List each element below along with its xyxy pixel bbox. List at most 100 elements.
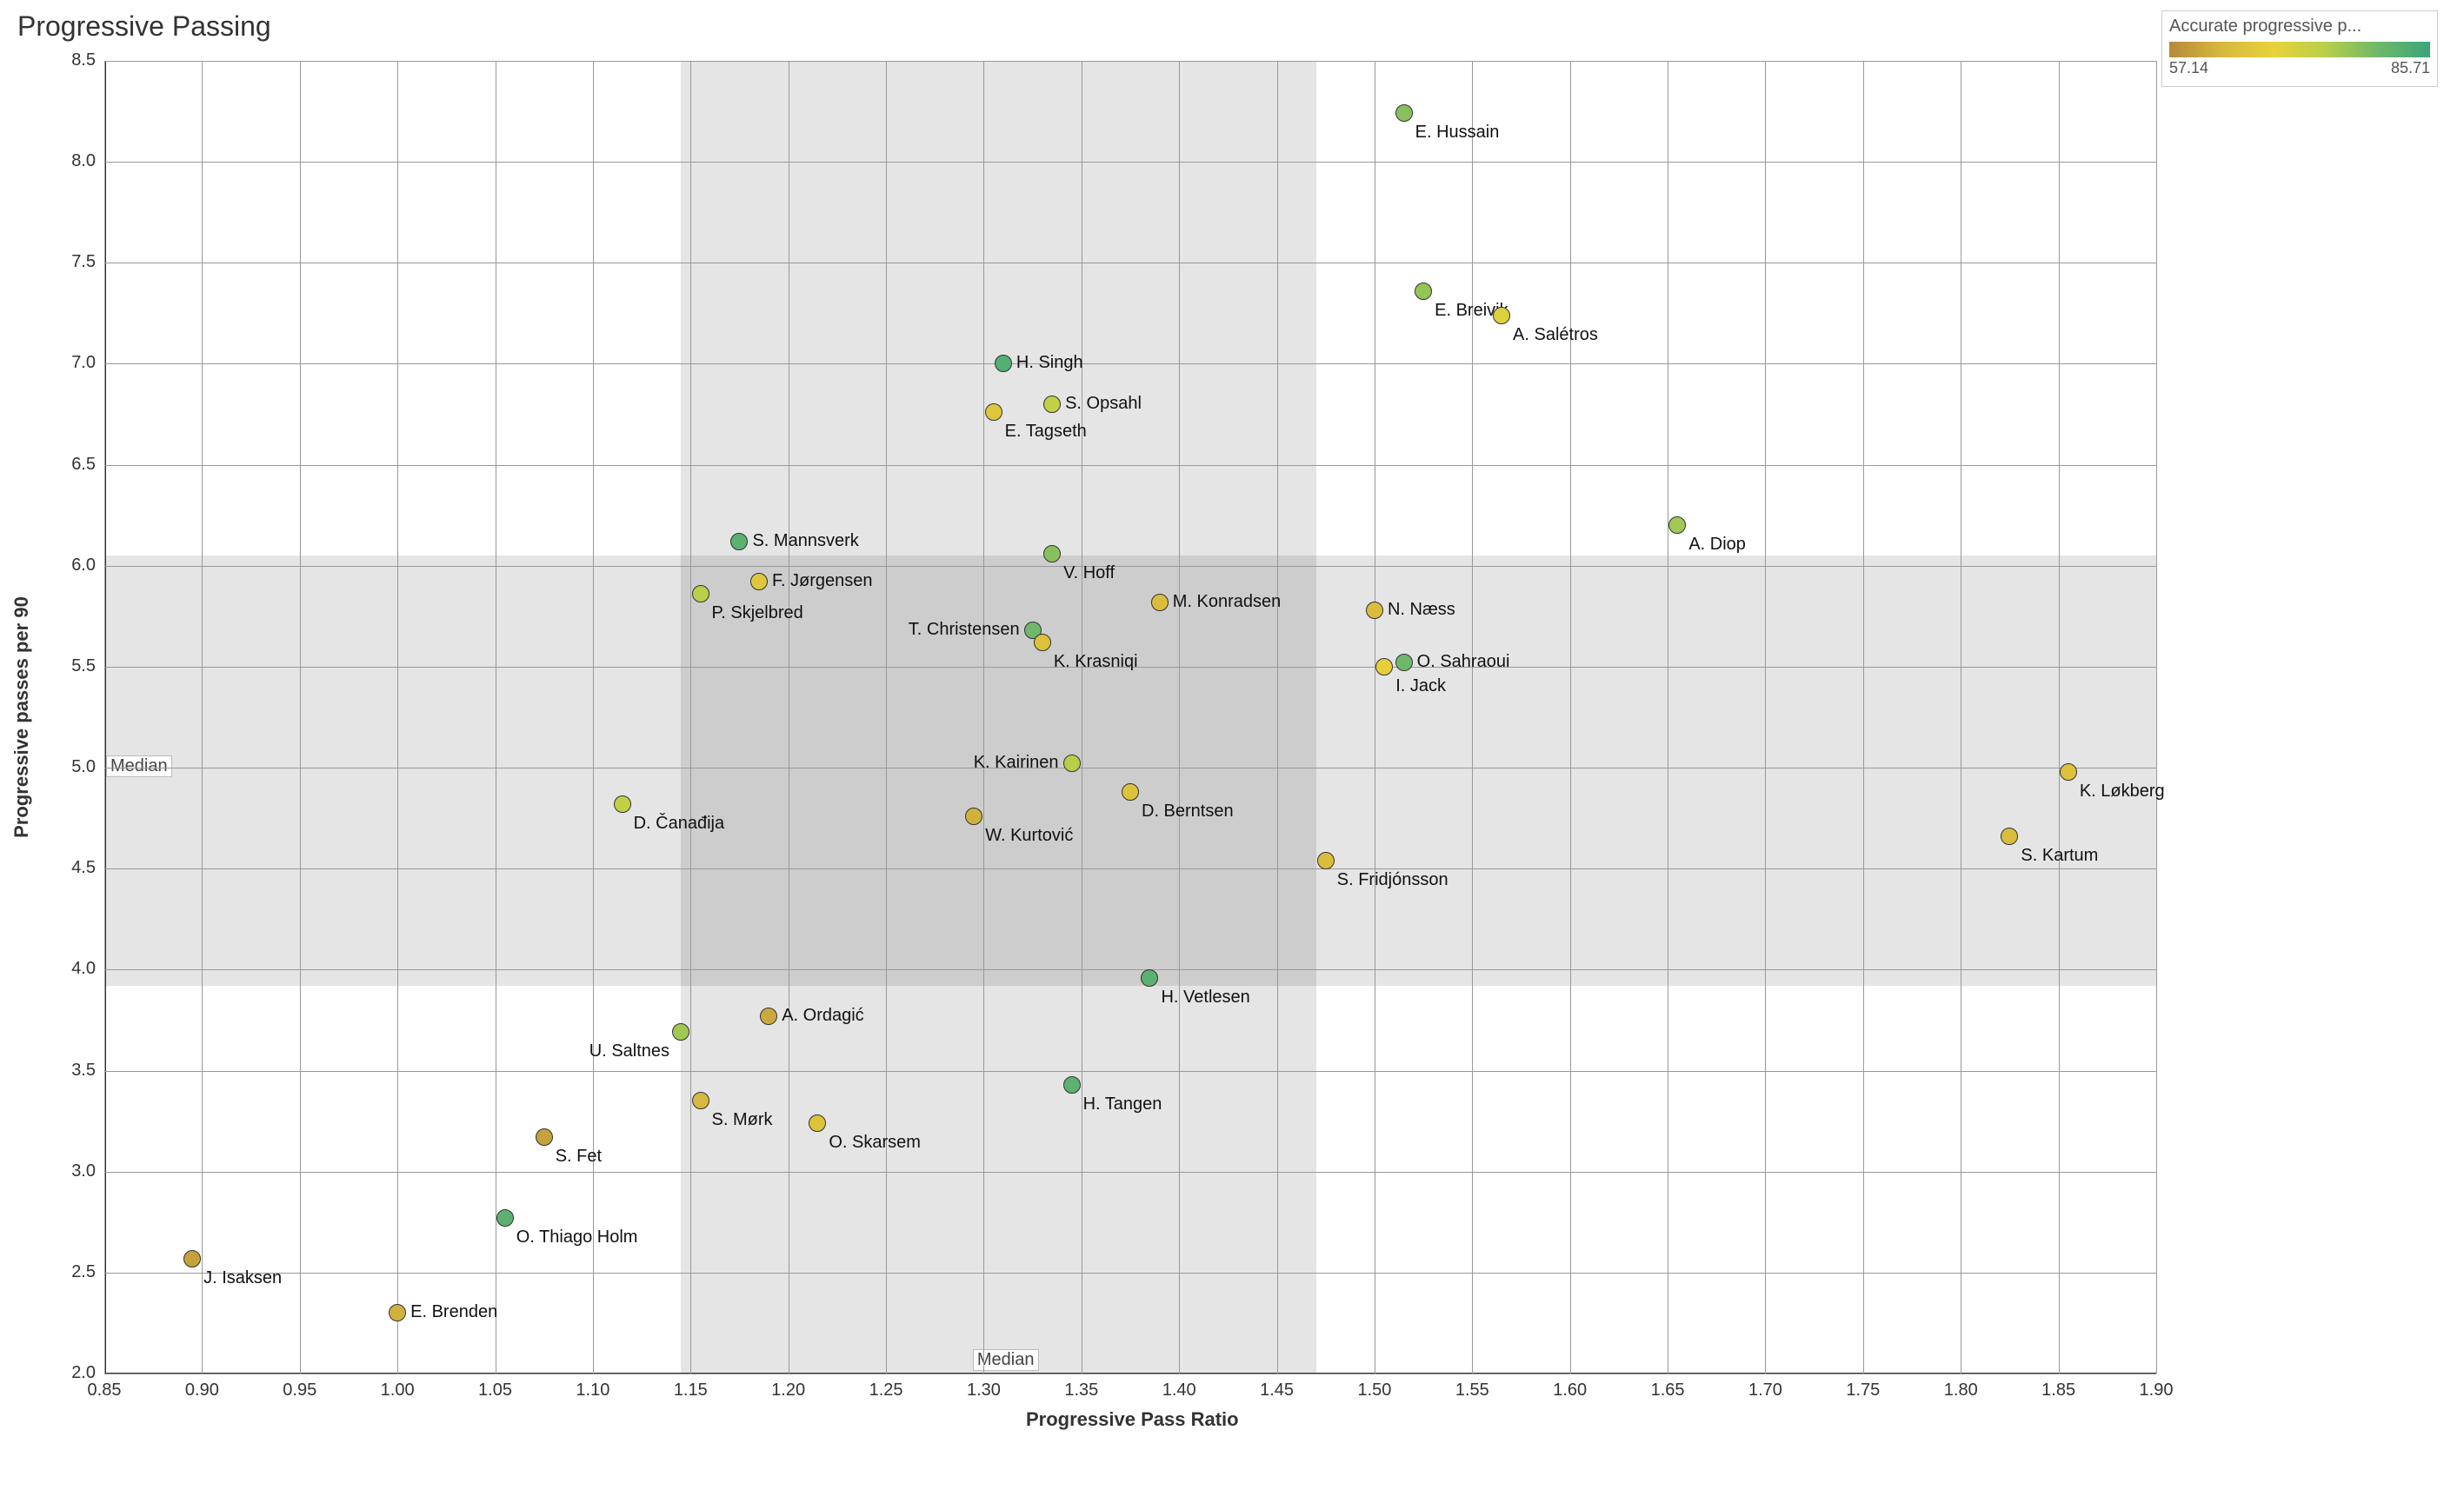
data-point[interactable]: [809, 1114, 826, 1132]
x-tick: 1.65: [1651, 1381, 1685, 1401]
grid-horizontal: [104, 363, 2156, 364]
data-point-label: K. Kairinen: [974, 753, 1059, 773]
data-point-label: S. Opsahl: [1065, 394, 1142, 414]
grid-vertical: [1863, 61, 1864, 1374]
x-tick: 1.60: [1553, 1381, 1587, 1401]
data-point-label: O. Thiago Holm: [516, 1228, 638, 1248]
data-point-label: H. Tangen: [1083, 1094, 1162, 1114]
x-tick: 1.35: [1064, 1381, 1098, 1401]
data-point[interactable]: [1043, 396, 1061, 413]
x-tick: 1.75: [1846, 1381, 1880, 1401]
data-point[interactable]: [965, 808, 982, 825]
data-point-label: H. Vetlesen: [1161, 988, 1249, 1008]
data-point[interactable]: [1034, 634, 1051, 651]
data-point[interactable]: [750, 573, 768, 590]
data-point-label: K. Krasniqi: [1054, 652, 1138, 672]
median-band-vertical: [681, 61, 1315, 1374]
grid-vertical: [104, 61, 105, 1374]
x-tick: 1.40: [1162, 1381, 1196, 1401]
y-axis-label: Progressive passes per 90: [10, 596, 33, 838]
data-point[interactable]: [1043, 545, 1061, 562]
color-legend: Accurate progressive p... 57.14 85.71: [2161, 10, 2438, 87]
data-point[interactable]: [2060, 763, 2077, 781]
data-point[interactable]: [1317, 852, 1335, 869]
grid-vertical: [1472, 61, 1473, 1374]
x-tick: 1.45: [1260, 1381, 1294, 1401]
data-point[interactable]: [995, 355, 1012, 372]
chart-title: Progressive Passing: [17, 10, 271, 43]
data-point[interactable]: [1668, 516, 1686, 534]
data-point[interactable]: [730, 533, 748, 550]
data-point[interactable]: [760, 1008, 777, 1025]
data-point[interactable]: [2001, 828, 2018, 845]
data-point[interactable]: [1141, 969, 1158, 987]
data-point[interactable]: [1122, 783, 1139, 801]
x-tick: 0.90: [185, 1381, 219, 1401]
grid-horizontal: [104, 566, 2156, 567]
data-point[interactable]: [1415, 283, 1432, 300]
grid-vertical: [1570, 61, 1571, 1374]
data-point-label: D. Berntsen: [1142, 802, 1234, 822]
grid-horizontal: [104, 162, 2156, 163]
scatter-plot: Median Median E. HussainE. BreivikA. Sal…: [104, 61, 2156, 1374]
data-point[interactable]: [1063, 1076, 1081, 1094]
x-tick: 1.90: [2140, 1381, 2174, 1401]
legend-max: 85.71: [2391, 59, 2430, 77]
data-point[interactable]: [183, 1250, 201, 1267]
data-point-label: K. Løkberg: [2080, 782, 2165, 802]
data-point[interactable]: [692, 1092, 709, 1109]
legend-title: Accurate progressive p...: [2169, 17, 2430, 37]
data-point[interactable]: [389, 1304, 406, 1321]
x-tick: 1.85: [2041, 1381, 2075, 1401]
grid-vertical: [202, 61, 203, 1374]
data-point[interactable]: [1151, 594, 1169, 611]
grid-horizontal: [104, 1273, 2156, 1274]
grid-vertical: [983, 61, 984, 1374]
data-point-label: W. Kurtović: [985, 826, 1073, 846]
data-point-label: T. Christensen: [909, 620, 1020, 640]
legend-gradient: [2169, 42, 2430, 57]
grid-vertical: [593, 61, 594, 1374]
grid-horizontal: [104, 868, 2156, 869]
data-point-label: A. Salétros: [1513, 325, 1598, 345]
data-point[interactable]: [614, 795, 631, 813]
data-point[interactable]: [1375, 658, 1393, 675]
x-tick: 1.05: [478, 1381, 512, 1401]
data-point-label: E. Tagseth: [1005, 422, 1087, 442]
data-point-label: O. Sahraoui: [1417, 652, 1510, 672]
grid-horizontal: [104, 465, 2156, 466]
data-point-label: P. Skjelbred: [712, 603, 803, 623]
data-point[interactable]: [985, 403, 1002, 421]
data-point-label: M. Konradsen: [1173, 592, 1282, 612]
data-point[interactable]: [1395, 654, 1413, 671]
data-point-label: H. Singh: [1016, 353, 1083, 373]
grid-horizontal: [104, 969, 2156, 970]
grid-vertical: [1765, 61, 1766, 1374]
data-point[interactable]: [1366, 602, 1383, 619]
data-point-label: N. Næss: [1388, 600, 1455, 620]
grid-vertical: [886, 61, 887, 1374]
grid-vertical: [2059, 61, 2060, 1374]
data-point[interactable]: [496, 1209, 514, 1227]
data-point-label: S. Fet: [556, 1147, 602, 1167]
x-tick: 1.70: [1748, 1381, 1782, 1401]
data-point-label: A. Diop: [1688, 535, 1746, 555]
data-point[interactable]: [1395, 104, 1413, 122]
data-point[interactable]: [536, 1128, 553, 1146]
data-point[interactable]: [1493, 307, 1510, 324]
data-point-label: V. Hoff: [1063, 563, 1115, 583]
grid-horizontal: [104, 1172, 2156, 1173]
x-tick: 0.95: [283, 1381, 316, 1401]
data-point-label: E. Hussain: [1415, 123, 1500, 143]
data-point[interactable]: [692, 585, 709, 602]
data-point[interactable]: [672, 1023, 689, 1041]
grid-vertical: [690, 61, 691, 1374]
data-point[interactable]: [1063, 755, 1081, 772]
data-point-label: A. Ordagić: [782, 1006, 863, 1026]
x-tick: 1.55: [1455, 1381, 1489, 1401]
x-tick: 1.10: [576, 1381, 609, 1401]
x-tick: 1.15: [674, 1381, 708, 1401]
x-tick: 1.50: [1357, 1381, 1391, 1401]
grid-vertical: [1277, 61, 1278, 1374]
data-point-label: S. Mørk: [712, 1110, 773, 1130]
